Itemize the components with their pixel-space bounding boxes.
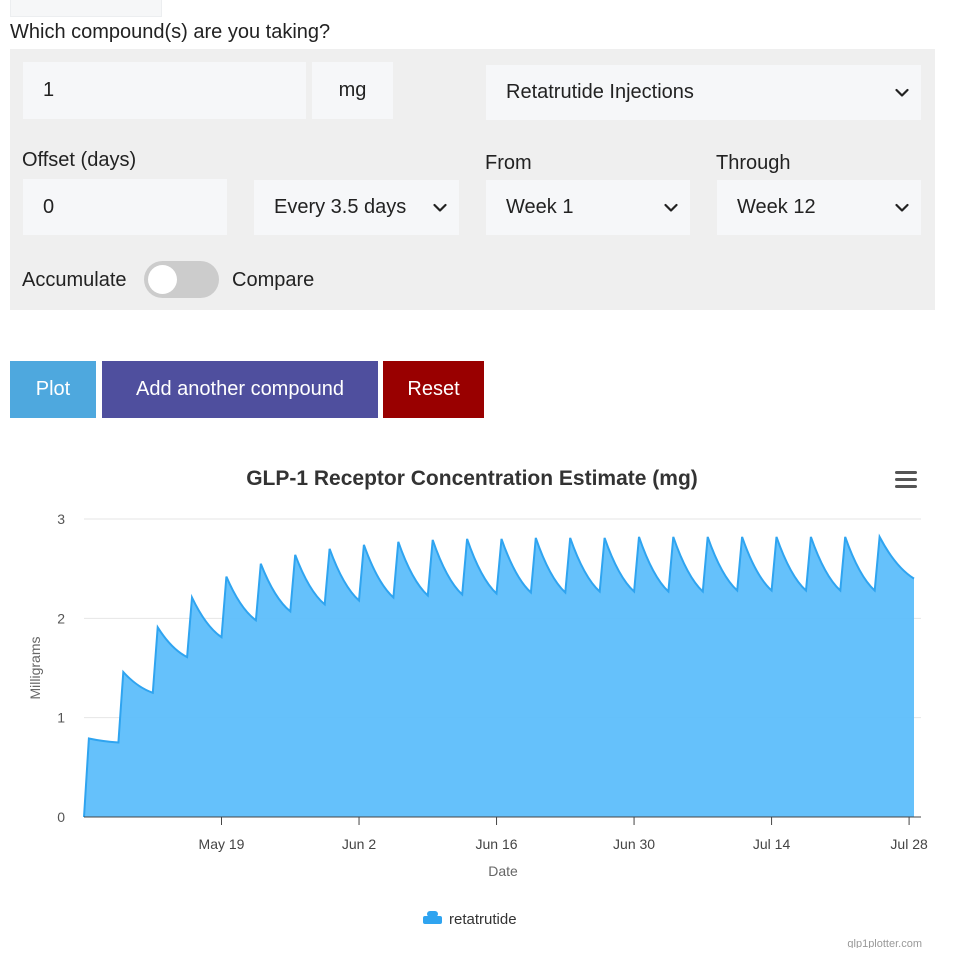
- retatrutide-area: [84, 536, 914, 817]
- y-tick-label: 2: [57, 610, 65, 626]
- x-tick-label: May 19: [199, 836, 245, 852]
- offset-label: Offset (days): [22, 149, 137, 171]
- through-select[interactable]: Week 12: [717, 180, 921, 235]
- toggle-knob: [148, 265, 177, 294]
- y-tick-label: 0: [57, 809, 65, 825]
- credits-link[interactable]: glp1plotter.com: [847, 938, 922, 950]
- retatrutide-line: [83, 533, 915, 818]
- x-tick-label: Jun 30: [613, 836, 655, 852]
- x-axis-ticks: May 19 Jun 2 Jun 16 Jun 30 Jul 14 Jul 28: [199, 817, 928, 852]
- chevron-down-icon: [895, 203, 909, 212]
- concentration-chart: GLP-1 Receptor Concentration Estimate (m…: [27, 467, 928, 950]
- compound-panel: 1 mg Retatrutide Injections Offset (days…: [10, 49, 935, 310]
- x-tick-label: Jun 16: [476, 836, 518, 852]
- through-label: Through: [716, 152, 791, 174]
- offset-input[interactable]: 0: [23, 179, 227, 235]
- through-value: Week 12: [737, 196, 816, 218]
- dose-input[interactable]: 1: [23, 62, 306, 119]
- y-tick-label: 3: [57, 511, 65, 527]
- frequency-select[interactable]: Every 3.5 days: [254, 180, 459, 235]
- x-tick-label: Jun 2: [342, 836, 376, 852]
- dose-unit[interactable]: mg: [312, 62, 393, 119]
- from-value: Week 1: [506, 196, 574, 218]
- offset-value: 0: [43, 195, 55, 218]
- dose-unit-label: mg: [338, 79, 367, 101]
- accumulate-label: Accumulate: [22, 269, 127, 291]
- legend-symbol-icon: [423, 911, 442, 924]
- compound-select[interactable]: Retatrutide Injections: [486, 65, 921, 120]
- legend-item-retatrutide[interactable]: retatrutide: [423, 911, 517, 928]
- hamburger-menu-icon[interactable]: [895, 471, 917, 488]
- x-tick-label: Jul 14: [753, 836, 791, 852]
- reset-button[interactable]: Reset: [383, 361, 484, 418]
- accumulate-compare-toggle[interactable]: [144, 261, 219, 298]
- frequency-value: Every 3.5 days: [274, 196, 407, 218]
- y-axis-label: Milligrams: [27, 637, 43, 700]
- chart-title: GLP-1 Receptor Concentration Estimate (m…: [246, 467, 698, 490]
- from-label: From: [485, 152, 532, 174]
- legend-label: retatrutide: [449, 911, 517, 928]
- from-select[interactable]: Week 1: [486, 180, 690, 235]
- add-compound-button[interactable]: Add another compound: [102, 361, 378, 418]
- compound-question: Which compound(s) are you taking?: [10, 21, 331, 43]
- x-axis-label: Date: [488, 863, 518, 879]
- chevron-down-icon: [895, 88, 909, 97]
- y-axis-ticks: 0 1 2 3: [57, 511, 65, 825]
- chevron-down-icon: [433, 203, 447, 212]
- compare-label: Compare: [232, 269, 315, 291]
- dose-value: 1: [43, 79, 55, 101]
- compound-value: Retatrutide Injections: [506, 81, 694, 103]
- previous-field-stub: [10, 0, 162, 17]
- chevron-down-icon: [664, 203, 678, 212]
- x-tick-label: Jul 28: [890, 836, 928, 852]
- plot-button[interactable]: Plot: [10, 361, 96, 418]
- chart-container: GLP-1 Receptor Concentration Estimate (m…: [0, 440, 969, 950]
- y-tick-label: 1: [57, 710, 65, 726]
